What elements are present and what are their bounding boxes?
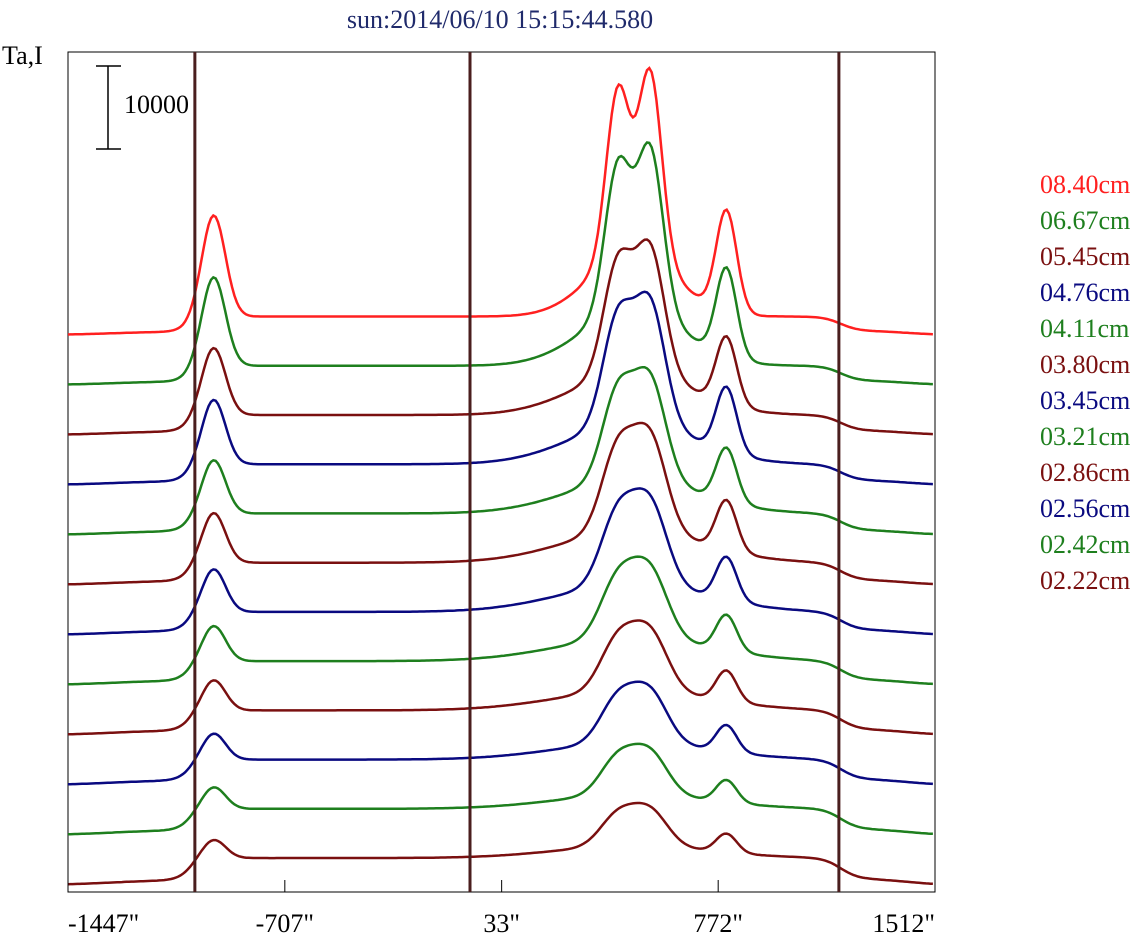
series-group bbox=[67, 66, 934, 886]
series-line bbox=[67, 801, 933, 886]
x-tick-label: 33" bbox=[483, 909, 520, 938]
legend-item: 03.21cm bbox=[1040, 422, 1130, 451]
x-axis-ticks: -1447" -707" 33" 772" 1512" bbox=[67, 880, 936, 938]
legend-item: 02.22cm bbox=[1040, 566, 1130, 595]
legend-item: 06.67cm bbox=[1040, 206, 1130, 235]
scale-bar: 10000 bbox=[96, 65, 189, 150]
scale-bar-label: 10000 bbox=[124, 90, 189, 119]
x-tick-label: -707" bbox=[256, 909, 314, 938]
series-line bbox=[67, 555, 933, 686]
legend-item: 02.56cm bbox=[1040, 494, 1130, 523]
legend-item: 02.42cm bbox=[1040, 530, 1130, 559]
legend-item: 08.40cm bbox=[1040, 170, 1130, 199]
chart-title: sun:2014/06/10 15:15:44.580 bbox=[347, 5, 653, 34]
series-line bbox=[68, 487, 933, 636]
x-tick-label: -1447" bbox=[68, 909, 139, 938]
series-line bbox=[68, 141, 933, 386]
x-tick-label: 772" bbox=[693, 909, 743, 938]
legend: 08.40cm 06.67cm 05.45cm 04.76cm 04.11cm 03.80… bbox=[1040, 170, 1130, 595]
vertical-markers bbox=[193, 52, 841, 892]
legend-item: 04.11cm bbox=[1040, 314, 1129, 343]
legend-item: 05.45cm bbox=[1040, 242, 1130, 271]
plot-frame bbox=[67, 51, 936, 893]
series-line bbox=[67, 619, 933, 736]
series-line bbox=[67, 290, 933, 486]
series-line bbox=[68, 421, 933, 586]
series-line bbox=[68, 238, 933, 436]
series-line bbox=[67, 66, 933, 336]
series-line bbox=[67, 365, 933, 536]
y-axis-label: Ta,I bbox=[2, 41, 43, 70]
series-line bbox=[68, 742, 933, 836]
legend-item: 02.86cm bbox=[1040, 458, 1130, 487]
legend-item: 04.76cm bbox=[1040, 278, 1130, 307]
legend-item: 03.45cm bbox=[1040, 386, 1130, 415]
x-tick-label: 1512" bbox=[872, 909, 935, 938]
series-line bbox=[68, 680, 934, 786]
legend-item: 03.80cm bbox=[1040, 350, 1130, 379]
